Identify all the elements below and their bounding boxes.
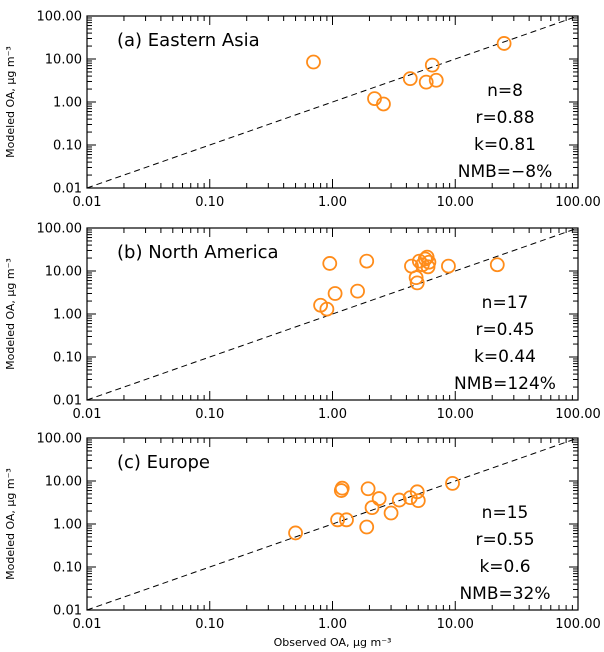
data-point [359,519,375,535]
one-to-one-line [86,15,579,189]
data-point [428,72,444,88]
stat-label: r=0.45 [475,320,534,340]
data-point [371,491,387,506]
stat-label: r=0.55 [475,530,534,550]
y-tick-label: 100.00 [37,432,83,447]
data-point [334,480,350,496]
data-point [445,475,460,491]
y-axis-label: Modeled OA, µg m⁻³ [4,468,17,580]
x-tick-label: 100.00 [555,407,601,422]
data-point [306,54,321,70]
tick-marks [86,437,579,611]
x-tick-label: 0.01 [73,407,102,422]
panel-3: 0.010.01 0.10 0.10 1.00 1.00 10.00 10.00 100.00… [4,432,601,650]
x-tick-label: 0.10 [195,195,224,210]
x-tick-label: 1.00 [318,617,347,632]
panel-2: 0.010.01 0.10 0.10 1.00 1.00 10.00 10.00 100.00… [4,222,601,423]
data-point [402,71,418,87]
data-point [441,258,456,274]
data-point [364,500,380,516]
x-tick-label: 10.00 [437,407,474,422]
stat-label: n=17 [482,293,529,313]
tick-marks [86,15,579,189]
x-tick-label: 0.01 [73,195,102,210]
x-tick-label: 1.00 [318,195,347,210]
stat-label: NMB=124% [454,374,556,394]
data-point [376,96,391,112]
y-tick-label: 0.01 [53,394,82,409]
stat-label: k=0.81 [474,135,536,155]
data-point [424,57,440,73]
x-tick-label: 10.00 [437,617,474,632]
data-point [327,286,343,301]
panel-1: 0.010.01 0.10 0.10 1.00 1.00 10.00 10.00 100.00… [4,10,601,211]
y-tick-label: 0.01 [53,604,82,619]
y-tick-label: 0.10 [53,139,82,154]
data-point [383,505,399,521]
panel-title: (a) Eastern Asia [117,30,260,51]
stat-label: r=0.88 [475,108,534,128]
x-tick-label: 100.00 [555,617,601,632]
data-point [418,74,434,90]
y-tick-label: 10.00 [45,475,82,490]
y-axis-label: Modeled OA, µg m⁻³ [4,258,17,370]
x-tick-label: 0.10 [195,407,224,422]
panel-title: (b) North America [117,242,279,263]
stat-label: k=0.6 [479,557,530,577]
x-tick-label: 10.00 [437,195,474,210]
y-tick-label: 1.00 [53,96,82,111]
stat-label: n=8 [487,81,523,101]
x-tick-label: 0.01 [73,617,102,632]
y-tick-label: 0.10 [53,561,82,576]
data-point [391,492,407,508]
y-tick-label: 10.00 [45,53,82,68]
data-point [410,493,426,509]
data-point [330,512,345,528]
y-tick-label: 100.00 [37,10,83,25]
stat-label: NMB=32% [459,584,550,604]
data-point [496,36,512,51]
tick-marks [86,227,579,401]
data-point [360,481,376,497]
one-to-one-line [86,227,579,401]
x-axis-label: Observed OA, µg m⁻³ [274,636,392,649]
stat-label: NMB=−8% [458,162,553,182]
data-point [288,525,303,541]
y-tick-label: 0.10 [53,351,82,366]
data-point [319,301,335,317]
panel-title: (c) Europe [117,452,210,473]
data-point [350,283,365,299]
data-point [359,253,375,269]
stat-label: n=15 [482,503,529,523]
data-point [409,275,425,291]
y-axis-label: Modeled OA, µg m⁻³ [4,46,17,158]
y-tick-label: 0.01 [53,182,82,197]
x-tick-label: 0.10 [195,617,224,632]
y-tick-label: 10.00 [45,265,82,280]
data-point [339,512,354,528]
stat-label: k=0.44 [474,347,536,367]
x-tick-label: 1.00 [318,407,347,422]
data-point [489,257,505,273]
y-tick-label: 100.00 [37,222,83,237]
data-point [409,484,425,500]
y-tick-label: 1.00 [53,308,82,323]
y-tick-label: 1.00 [53,518,82,533]
data-point [322,256,338,271]
x-tick-label: 100.00 [555,195,601,210]
data-point [421,254,437,270]
data-point [408,270,424,286]
data-point [417,251,433,267]
